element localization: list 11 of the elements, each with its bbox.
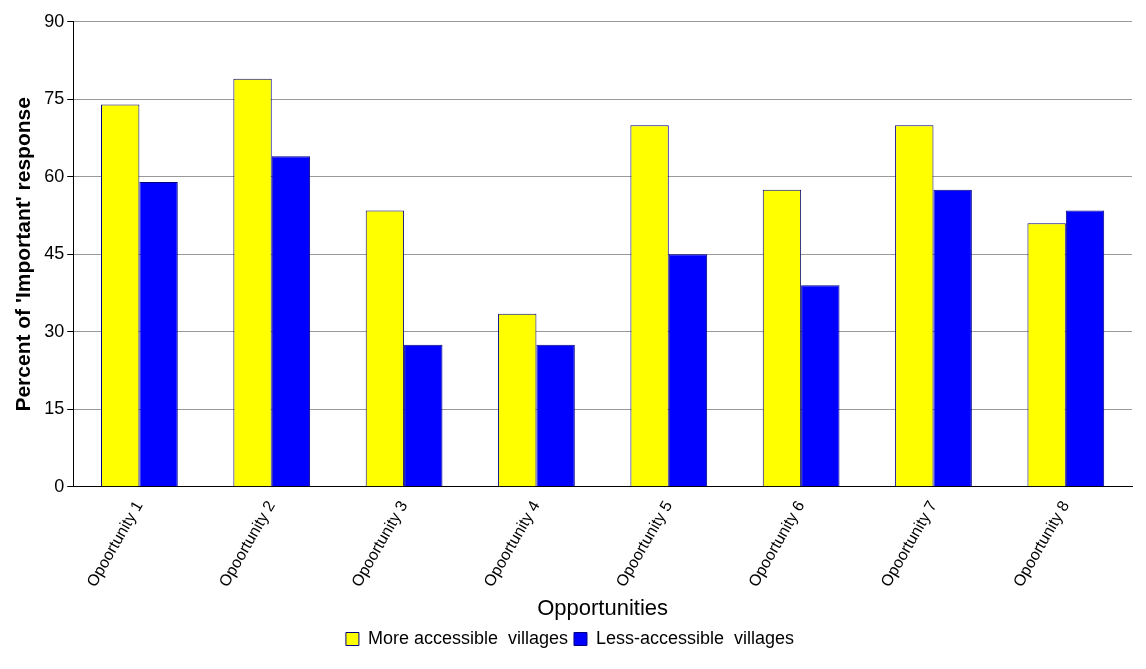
y-axis-title: Percent of 'Important' response xyxy=(11,97,35,412)
y-tick-label: 45 xyxy=(44,243,65,264)
x-axis-title: Opportunities xyxy=(537,594,669,620)
y-tick-label: 15 xyxy=(44,398,65,419)
y-tick-label: 0 xyxy=(54,475,65,496)
legend-label: More accessible villages xyxy=(367,627,569,648)
y-tick-label: 60 xyxy=(44,165,65,186)
y-tick-label: 90 xyxy=(44,10,65,31)
y-tick-label: 75 xyxy=(44,88,65,109)
y-tick-label: 30 xyxy=(44,320,65,341)
legend-label: Less-accessible villages xyxy=(596,627,795,648)
